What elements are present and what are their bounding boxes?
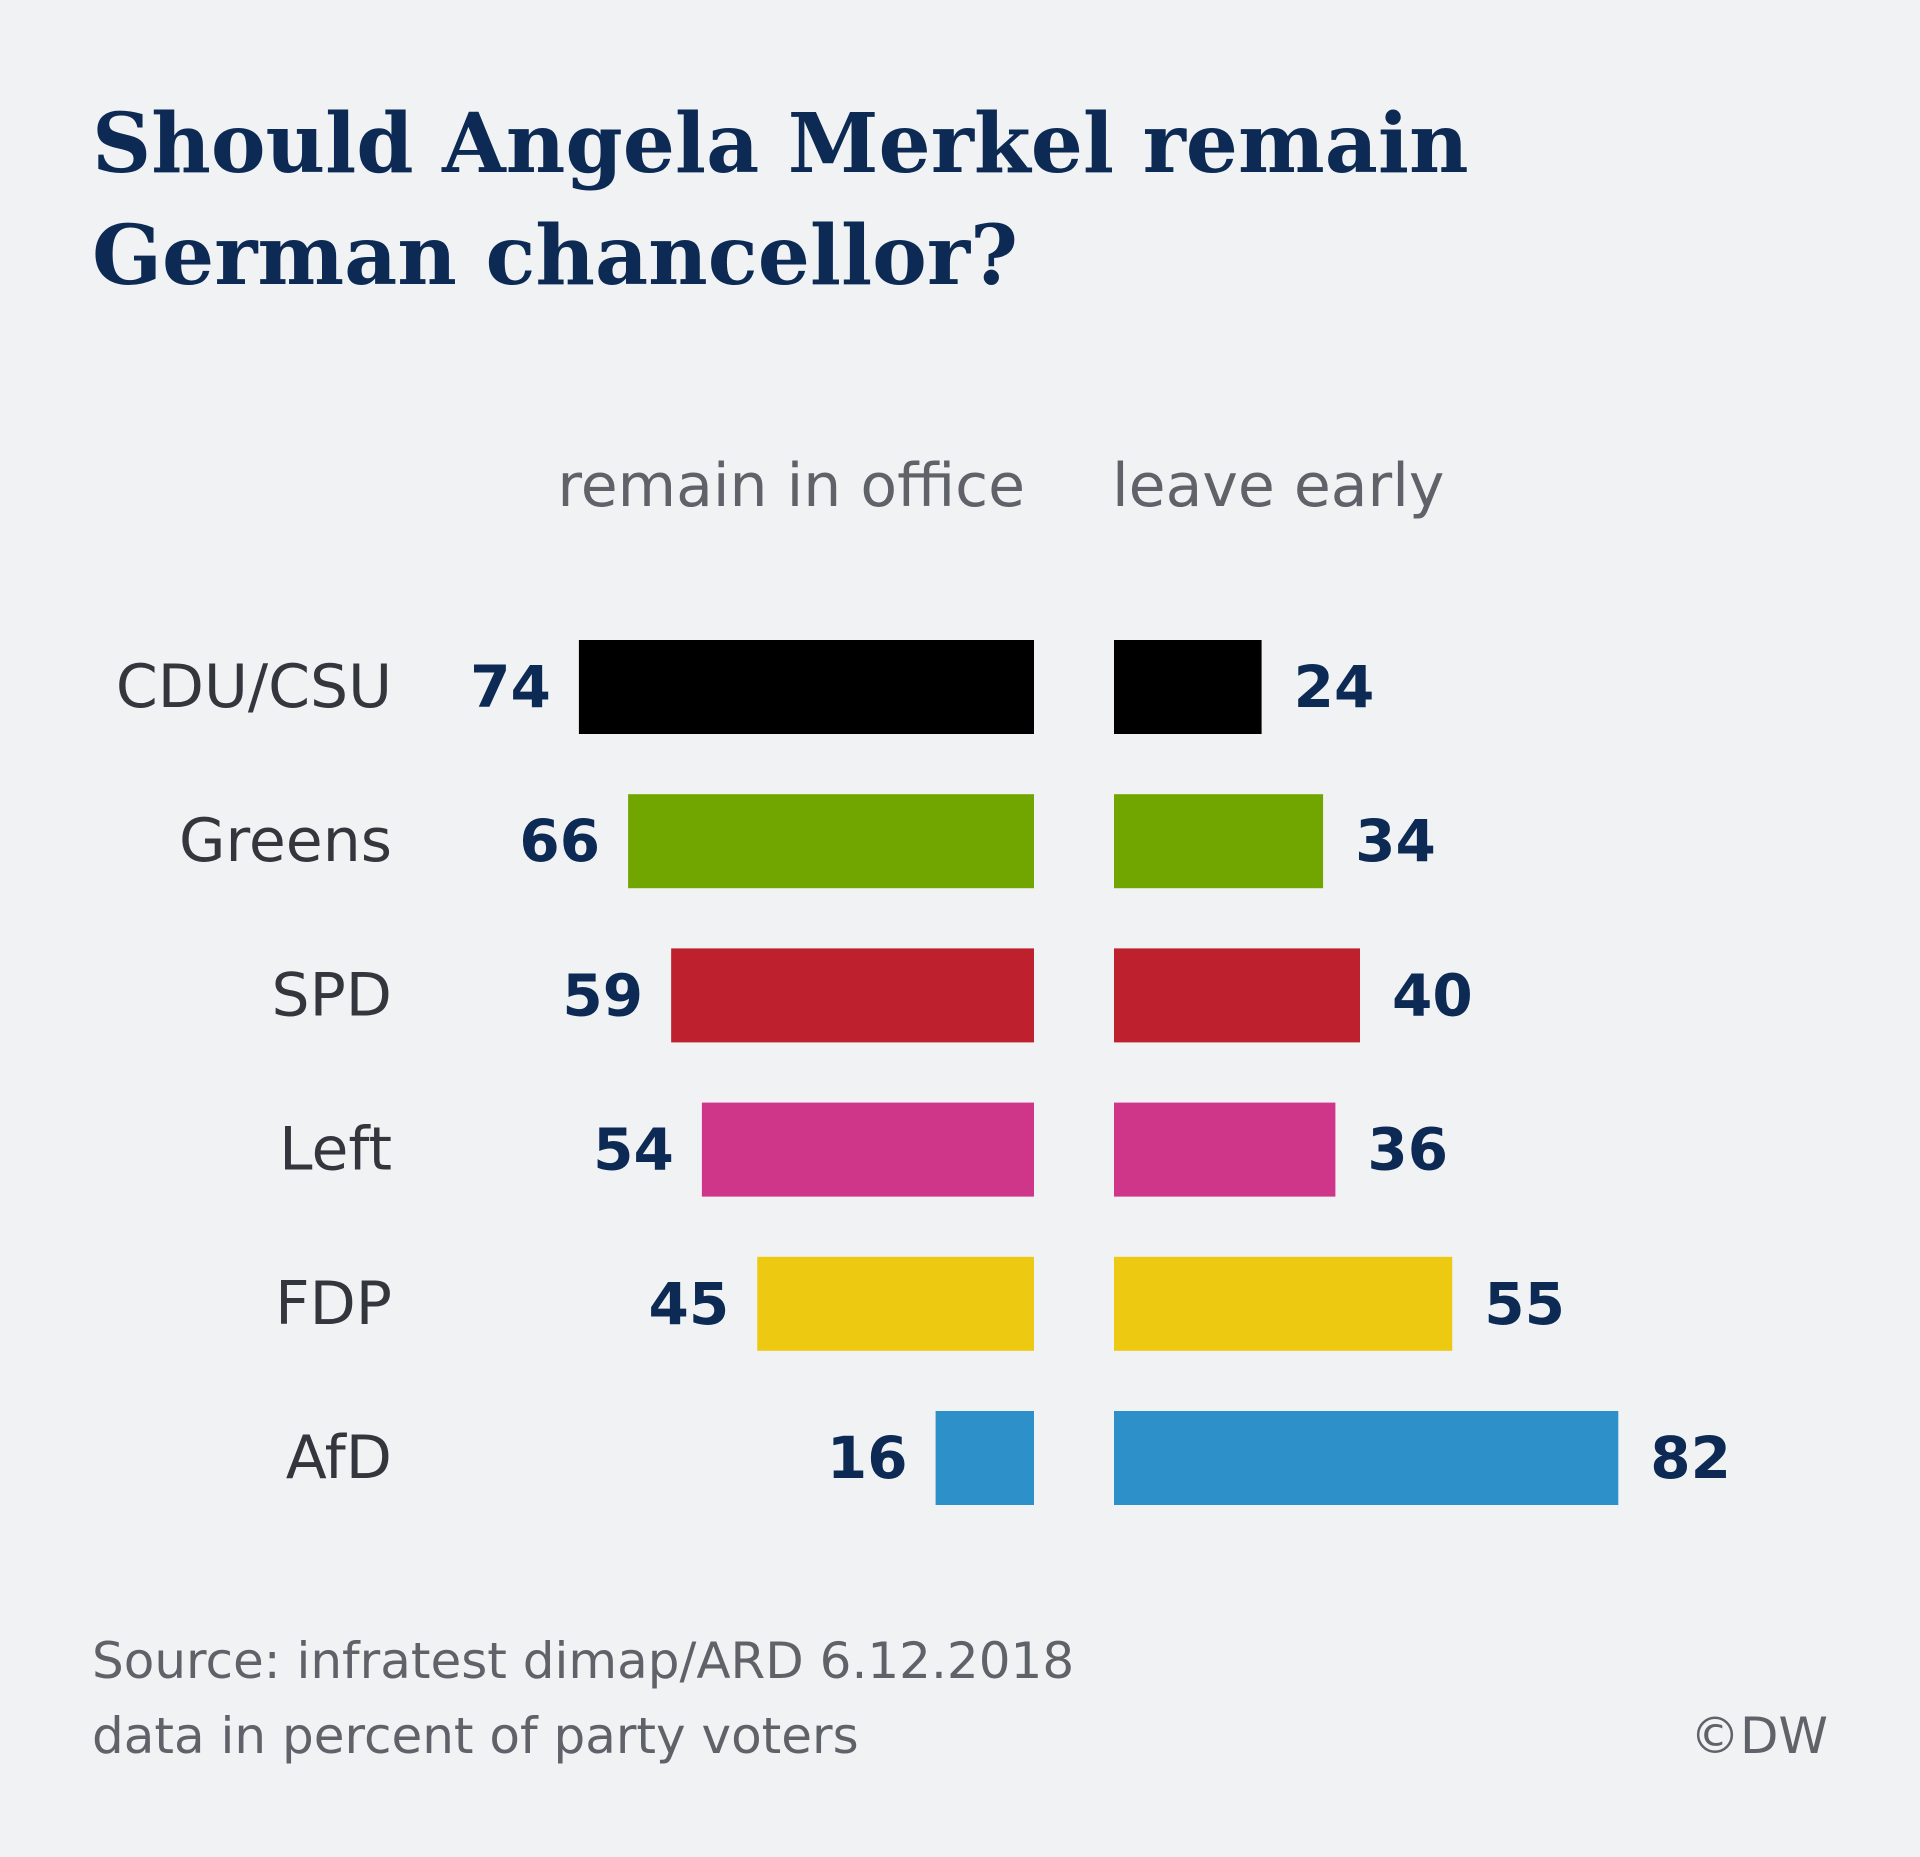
bar-leave-fdp — [1114, 1256, 1453, 1351]
bar-remain-spd — [671, 948, 1034, 1043]
series-header-leave: leave early — [1112, 451, 1444, 521]
bar-remain-greens — [628, 794, 1034, 889]
title-line-1: Should Angela Merkel remain — [92, 96, 1469, 192]
value-label-leave-greens: 34 — [1355, 807, 1436, 875]
value-label-leave-afd: 82 — [1650, 1424, 1731, 1492]
value-label-leave-left: 36 — [1367, 1116, 1448, 1184]
credit-label: ©DW — [1690, 1707, 1828, 1765]
bar-leave-afd — [1114, 1411, 1619, 1505]
bar-remain-left — [701, 1102, 1034, 1197]
bar-leave-spd — [1114, 948, 1360, 1043]
category-label-cdu-csu: CDU/CSU — [116, 652, 392, 722]
title-line-2: German chancellor? — [92, 208, 1019, 304]
value-label-remain-fdp: 45 — [649, 1270, 730, 1338]
bar-leave-left — [1114, 1102, 1336, 1197]
value-label-remain-spd: 59 — [562, 961, 643, 1029]
bar-leave-cdu-csu — [1114, 640, 1262, 734]
value-label-remain-left: 54 — [593, 1116, 674, 1184]
bar-remain-fdp — [757, 1256, 1034, 1351]
value-label-leave-cdu-csu: 24 — [1294, 653, 1375, 721]
unit-note: data in percent of party voters — [92, 1707, 859, 1765]
source-note: Source: infratest dimap/ARD 6.12.2018 — [92, 1632, 1075, 1690]
value-label-remain-cdu-csu: 74 — [470, 653, 551, 721]
bar-remain-afd — [935, 1411, 1034, 1505]
category-label-left: Left — [279, 1115, 392, 1185]
bar-leave-greens — [1114, 794, 1324, 889]
category-label-spd: SPD — [272, 960, 392, 1030]
category-label-fdp: FDP — [275, 1269, 392, 1339]
value-label-leave-spd: 40 — [1392, 961, 1473, 1029]
category-label-greens: Greens — [179, 806, 392, 876]
bar-remain-cdu-csu — [578, 640, 1034, 734]
category-label-afd: AfD — [286, 1423, 392, 1493]
value-label-remain-afd: 16 — [827, 1424, 908, 1492]
chart-title: Should Angela Merkel remain German chanc… — [92, 88, 1592, 312]
value-label-leave-fdp: 55 — [1484, 1270, 1565, 1338]
value-label-remain-greens: 66 — [519, 807, 600, 875]
series-header-remain: remain in office — [557, 451, 1025, 521]
